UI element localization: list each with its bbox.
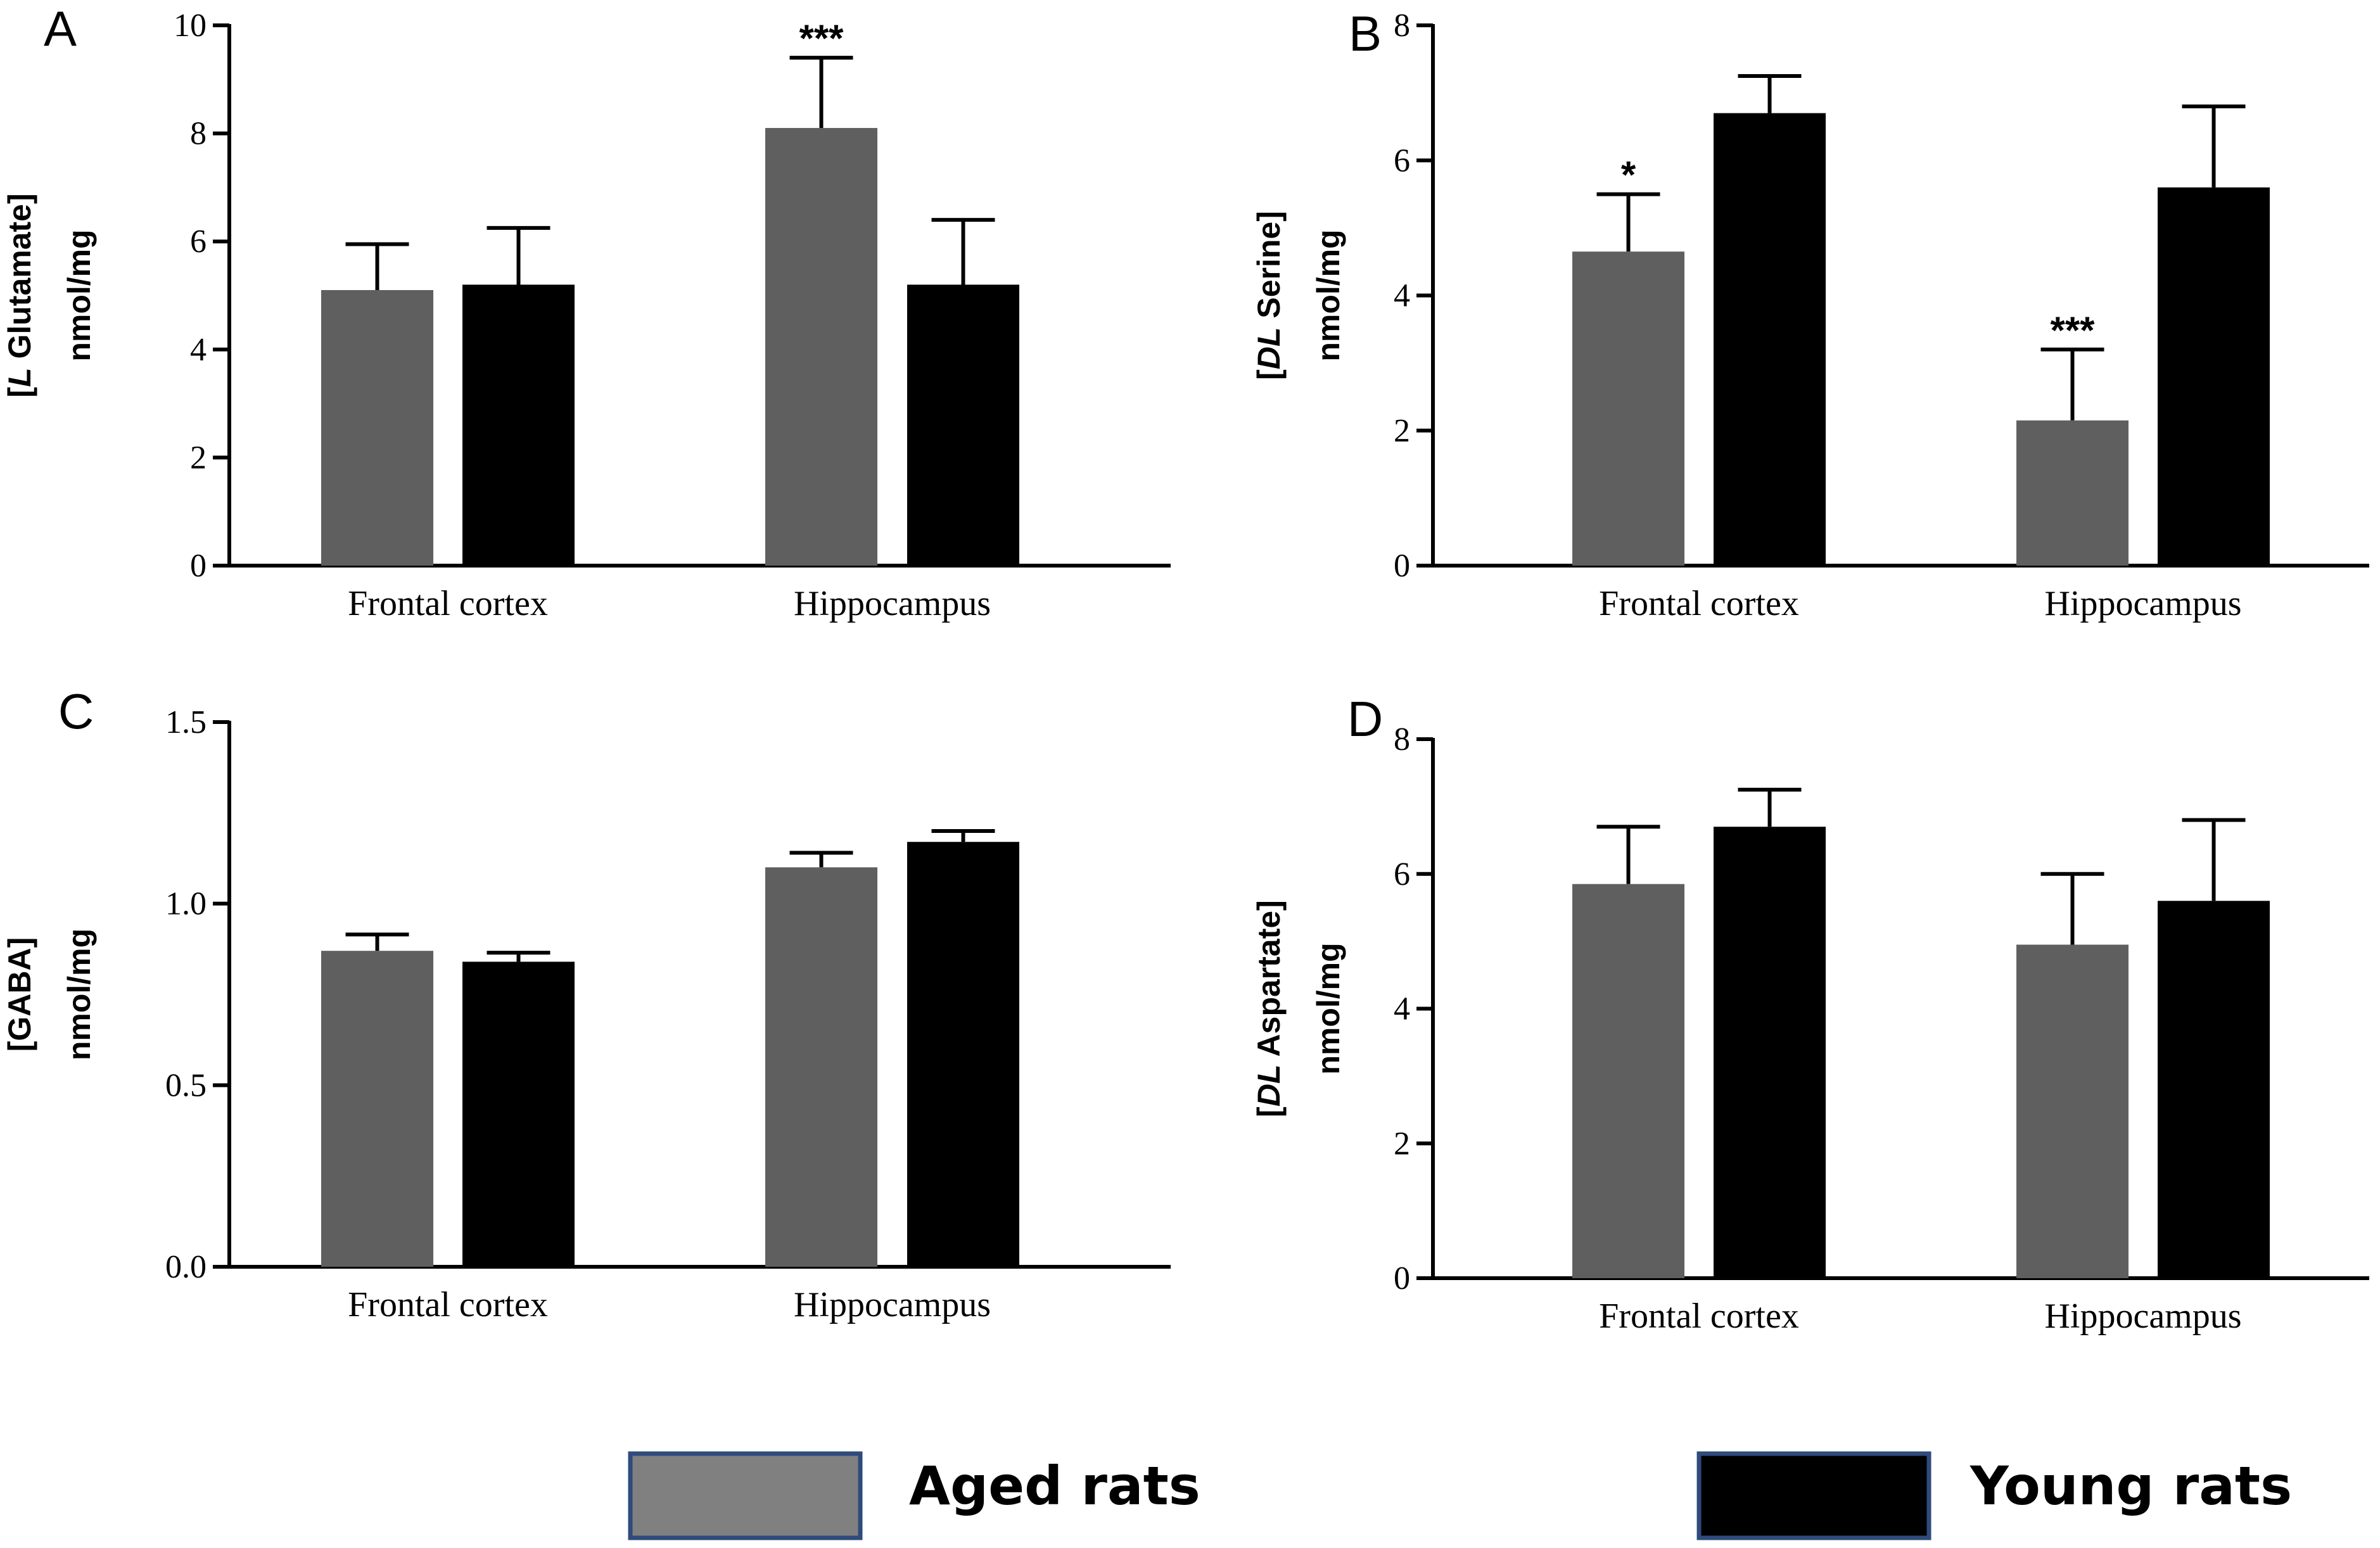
panel-letter: C (58, 683, 94, 739)
bar (462, 284, 575, 566)
x-category-label: Hippocampus (794, 584, 991, 623)
y-axis-label: [GABA] (2, 937, 37, 1052)
y-tick-label: 4 (1394, 278, 1410, 314)
legend-swatch (1696, 1451, 1931, 1540)
significance-marker: * (1621, 154, 1636, 196)
y-axis-label-prefix: [GABA] (2, 937, 37, 1052)
panel-b: B [DL Serine] nmol/mg 0 2 4 6 8 Frontal cortex Hi… (1251, 6, 2369, 623)
y-axis-label-rest: Aspartate] (1251, 900, 1287, 1064)
y-tick-label: 4 (190, 332, 207, 368)
significance-marker: *** (799, 17, 844, 60)
bar (1572, 251, 1684, 566)
panel-d: D [DL Aspartate] nmol/mg 0 2 4 6 8 Frontal corte… (1251, 691, 2369, 1336)
y-tick-label: 0 (1394, 1260, 1410, 1297)
y-tick-label: 1.0 (165, 886, 207, 922)
bar (1714, 113, 1826, 566)
y-tick-label: 10 (174, 8, 207, 44)
y-tick-label: 4 (1394, 991, 1410, 1027)
y-axis-label: [L Glutamate] (2, 193, 37, 397)
y-axis-unit: nmol/mg (1311, 942, 1346, 1074)
y-tick-label: 2 (1394, 413, 1410, 449)
y-tick-label: 1.5 (165, 704, 207, 740)
bar (321, 951, 433, 1267)
y-axis-label-rest: Glutamate] (2, 193, 37, 367)
y-tick-label: 0 (1394, 548, 1410, 584)
y-tick-label: 6 (190, 224, 207, 260)
bar (2016, 420, 2129, 566)
x-category-label: Frontal cortex (1599, 584, 1799, 623)
x-category-label: Frontal cortex (348, 584, 548, 623)
y-tick-label: 0.0 (165, 1249, 207, 1285)
x-category-label: Hippocampus (794, 1285, 991, 1324)
legend-swatch (628, 1451, 863, 1540)
y-tick-label: 0 (190, 548, 207, 584)
bar (765, 128, 877, 566)
x-category-label: Frontal cortex (1599, 1297, 1799, 1336)
panel-a: A [L Glutamate] nmol/mg 0 2 4 6 8 10 Frontal cort… (2, 1, 1171, 623)
y-tick-label: 6 (1394, 856, 1410, 892)
y-axis-label-rest: Serine] (1251, 211, 1287, 327)
y-axis-label-italic: DL (1251, 327, 1287, 370)
bar (1714, 827, 1826, 1278)
y-tick-label: 2 (190, 440, 207, 476)
bar (2016, 944, 2129, 1278)
legend-label: Aged rats (909, 1455, 1200, 1517)
y-axis-label: [DL Serine] (1251, 211, 1287, 380)
y-axis-label-italic: DL (1251, 1065, 1287, 1107)
bar (907, 284, 1019, 566)
panel-letter: B (1349, 6, 1382, 61)
legend-label: Young rats (1970, 1455, 2292, 1517)
bar (2158, 187, 2270, 566)
y-axis-unit: nmol/mg (1311, 229, 1346, 361)
bar (1572, 884, 1684, 1278)
panel-c: C [GABA] nmol/mg 0.0 0.5 1.0 1.5 Frontal cortex… (2, 683, 1171, 1324)
bar (462, 961, 575, 1267)
bar (2158, 901, 2270, 1278)
bar (765, 867, 877, 1267)
y-axis-label-prefix: [ (1251, 1107, 1287, 1117)
y-axis-label-prefix: [ (1251, 369, 1287, 380)
significance-marker: *** (2050, 309, 2095, 352)
y-tick-label: 8 (1394, 721, 1410, 758)
x-category-label: Hippocampus (2044, 1297, 2241, 1336)
x-category-label: Frontal cortex (348, 1285, 548, 1324)
bar (321, 289, 433, 566)
y-axis-label: [DL Aspartate] (1251, 900, 1287, 1117)
y-tick-label: 0.5 (165, 1067, 207, 1103)
legend: Aged rats Young rats (628, 1451, 2292, 1540)
y-tick-label: 6 (1394, 143, 1410, 179)
y-axis-unit: nmol/mg (61, 229, 97, 361)
bar (907, 842, 1019, 1267)
panel-letter: D (1347, 691, 1383, 747)
y-axis-label-italic: L (2, 367, 37, 387)
y-axis-label-prefix: [ (2, 387, 37, 398)
panel-letter: A (44, 1, 77, 56)
y-tick-label: 8 (1394, 8, 1410, 44)
y-axis-unit: nmol/mg (61, 929, 97, 1060)
x-category-label: Hippocampus (2044, 584, 2241, 623)
y-tick-label: 2 (1394, 1126, 1410, 1162)
y-tick-label: 8 (190, 116, 207, 152)
